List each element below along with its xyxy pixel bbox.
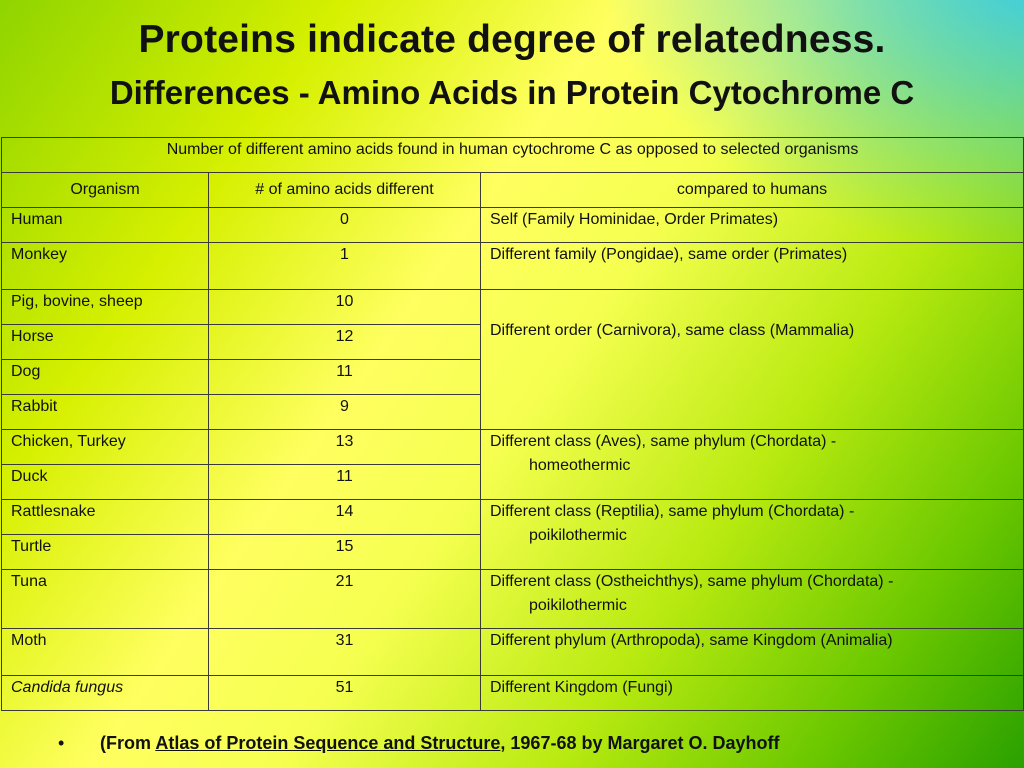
bullet: • — [58, 733, 65, 753]
organism-cell: Rattlesnake — [1, 499, 209, 535]
comparison-cell: Different order (Carnivora), same class … — [479, 289, 1024, 430]
comparison-cell: Different class (Ostheichthys), same phy… — [479, 569, 1024, 629]
comparison-cell: Different phylum (Arthropoda), same King… — [479, 628, 1024, 676]
count-cell: 0 — [208, 207, 481, 243]
organism-cell: Dog — [1, 359, 209, 395]
table-row: Pig, bovine, sheep 10 Different order (C… — [1, 289, 1024, 430]
count-cell: 14 — [208, 499, 481, 535]
comparison-cell: Different Kingdom (Fungi) — [479, 675, 1024, 711]
comparison-line-continued: poikilothermic — [529, 527, 627, 544]
table-row: Moth 31 Different phylum (Arthropoda), s… — [1, 628, 1024, 676]
count-cell: 1 — [208, 242, 481, 290]
comparison-line: Different class (Ostheichthys), same phy… — [490, 573, 894, 590]
organism-cell: Monkey — [1, 242, 209, 290]
table-row: Human 0 Self (Family Hominidae, Order Pr… — [1, 207, 1024, 243]
cytochrome-c-table: Number of different amino acids found in… — [0, 137, 1024, 711]
table-row: Candida fungus 51 Different Kingdom (Fun… — [1, 675, 1024, 711]
count-cell: 15 — [208, 534, 481, 570]
organism-cell: Pig, bovine, sheep — [1, 289, 209, 325]
count-cell: 10 — [208, 289, 481, 325]
count-cell: 13 — [208, 429, 481, 465]
table-row: Monkey 1 Different family (Pongidae), sa… — [1, 242, 1024, 290]
organism-cell: Duck — [1, 464, 209, 500]
count-cell: 11 — [208, 464, 481, 500]
header-organism: Organism — [1, 172, 209, 208]
table-row: Rabbit 9 — [1, 394, 1024, 430]
organism-cell: Tuna — [1, 569, 209, 629]
comparison-line: Different class (Aves), same phylum (Cho… — [490, 433, 837, 450]
comparison-line-continued: homeothermic — [529, 457, 631, 474]
count-cell: 12 — [208, 324, 481, 360]
count-cell: 9 — [208, 394, 481, 430]
organism-cell: Turtle — [1, 534, 209, 570]
table-row: Dog 11 — [1, 359, 1024, 395]
citation-prefix: (From — [100, 733, 156, 753]
header-count: # of amino acids different — [208, 172, 481, 208]
organism-cell: Moth — [1, 628, 209, 676]
comparison-cell: Self (Family Hominidae, Order Primates) — [479, 207, 1024, 243]
source-citation: • (From Atlas of Protein Sequence and Str… — [58, 733, 1018, 754]
count-cell: 51 — [208, 675, 481, 711]
count-cell: 11 — [208, 359, 481, 395]
slide-title: Proteins indicate degree of relatedness. — [138, 18, 886, 61]
organism-cell: Candida fungus — [1, 675, 209, 711]
comparison-line-continued: poikilothermic — [529, 597, 627, 614]
table-row: Rattlesnake 14 Different class (Reptilia… — [1, 499, 1024, 570]
table-caption: Number of different amino acids found in… — [0, 137, 1024, 173]
count-cell: 21 — [208, 569, 481, 629]
comparison-cell: Different class (Aves), same phylum (Cho… — [479, 429, 1024, 500]
count-cell: 31 — [208, 628, 481, 676]
table-header-row: Organism # of amino acids different comp… — [1, 172, 1024, 208]
comparison-line: Different class (Reptilia), same phylum … — [490, 503, 855, 520]
table-row: Turtle 15 — [1, 534, 1024, 570]
slide-subtitle: Differences - Amino Acids in Protein Cyt… — [109, 74, 915, 111]
book-title-link[interactable]: Atlas of Protein Sequence and Structure — [155, 733, 501, 753]
table-row: Chicken, Turkey 13 Different class (Aves… — [1, 429, 1024, 500]
organism-cell: Rabbit — [1, 394, 209, 430]
table-row: Duck 11 — [1, 464, 1024, 500]
comparison-cell: Different class (Reptilia), same phylum … — [479, 499, 1024, 570]
organism-cell: Chicken, Turkey — [1, 429, 209, 465]
comparison-cell: Different family (Pongidae), same order … — [479, 242, 1024, 290]
organism-cell: Human — [1, 207, 209, 243]
table-row: Tuna 21 Different class (Ostheichthys), … — [1, 569, 1024, 629]
table-caption-row: Number of different amino acids found in… — [0, 137, 1024, 173]
table-row: Horse 12 — [1, 324, 1024, 360]
header-comparison: compared to humans — [479, 172, 1024, 208]
citation-suffix: , 1967-68 by Margaret O. Dayhoff — [500, 733, 780, 753]
organism-cell: Horse — [1, 324, 209, 360]
